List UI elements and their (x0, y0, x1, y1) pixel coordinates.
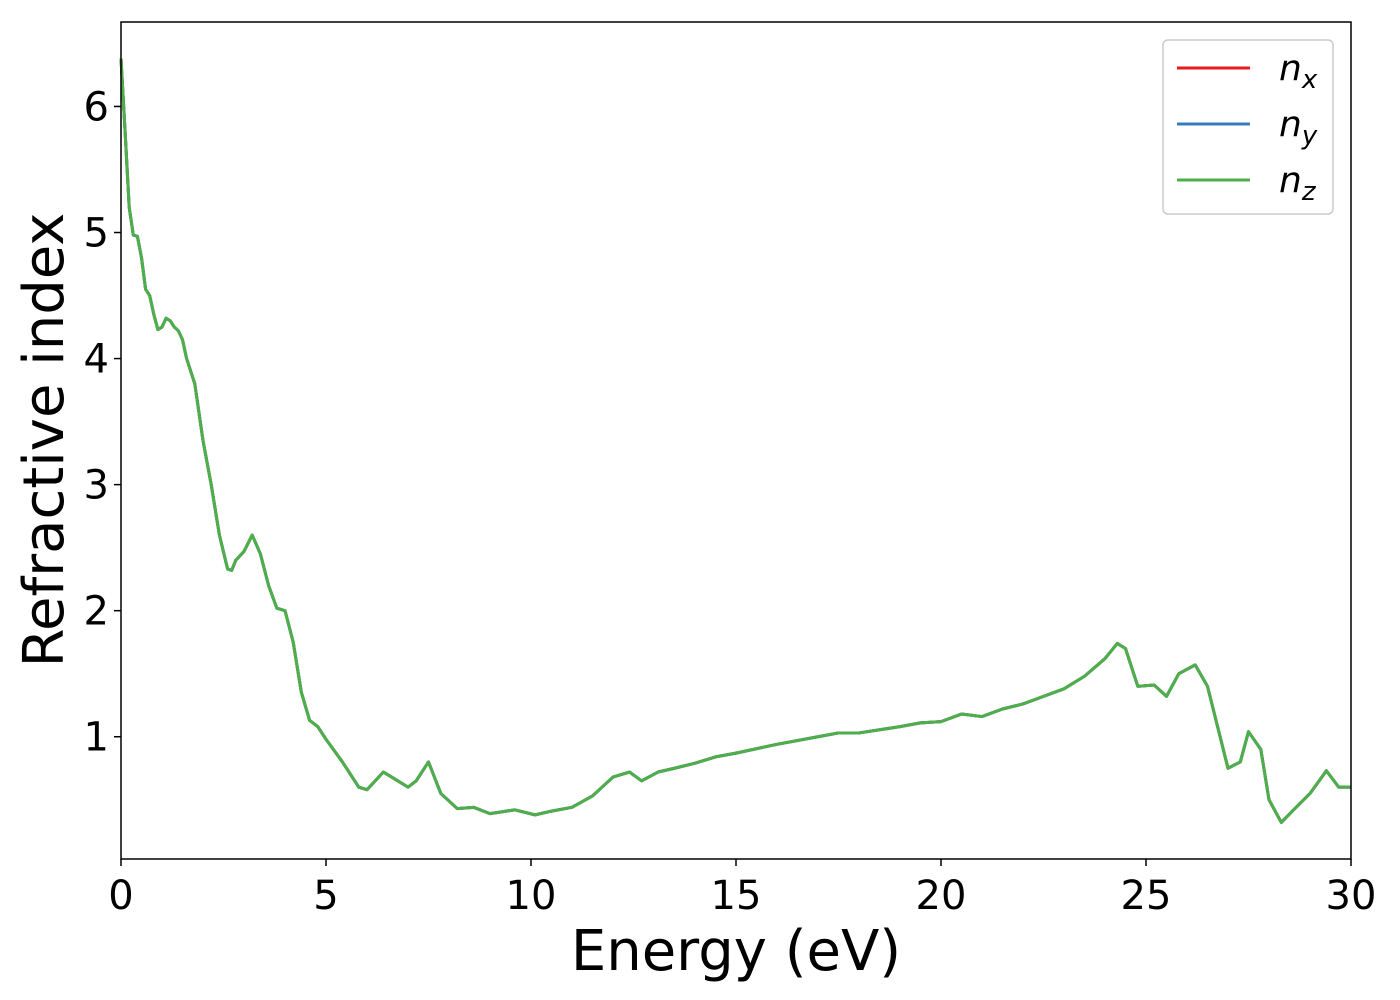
x-tick-label: 20 (916, 873, 967, 919)
y-tick-label: 3 (84, 463, 109, 509)
y-tick-label: 6 (84, 84, 109, 130)
legend-label: nx (1279, 48, 1318, 95)
x-tick-label: 10 (506, 873, 557, 919)
y-axis-label: Refractive index (12, 213, 77, 668)
series-line (119, 58, 1351, 824)
x-tick-label: 30 (1326, 873, 1377, 919)
legend-label: nz (1279, 160, 1317, 207)
legend-label: ny (1279, 104, 1318, 151)
x-tick-label: 0 (108, 873, 133, 919)
x-tick-label: 15 (711, 873, 762, 919)
y-tick-label: 4 (84, 337, 109, 383)
plot-frame (120, 21, 1352, 860)
y-tick-label: 2 (84, 589, 109, 635)
x-tick-label: 25 (1121, 873, 1172, 919)
legend-box (1162, 39, 1334, 215)
y-tick-label: 5 (84, 211, 109, 257)
y-tick-label: 1 (84, 715, 109, 761)
x-axis-label: Energy (eV) (571, 919, 901, 984)
x-tick-label: 5 (313, 873, 338, 919)
